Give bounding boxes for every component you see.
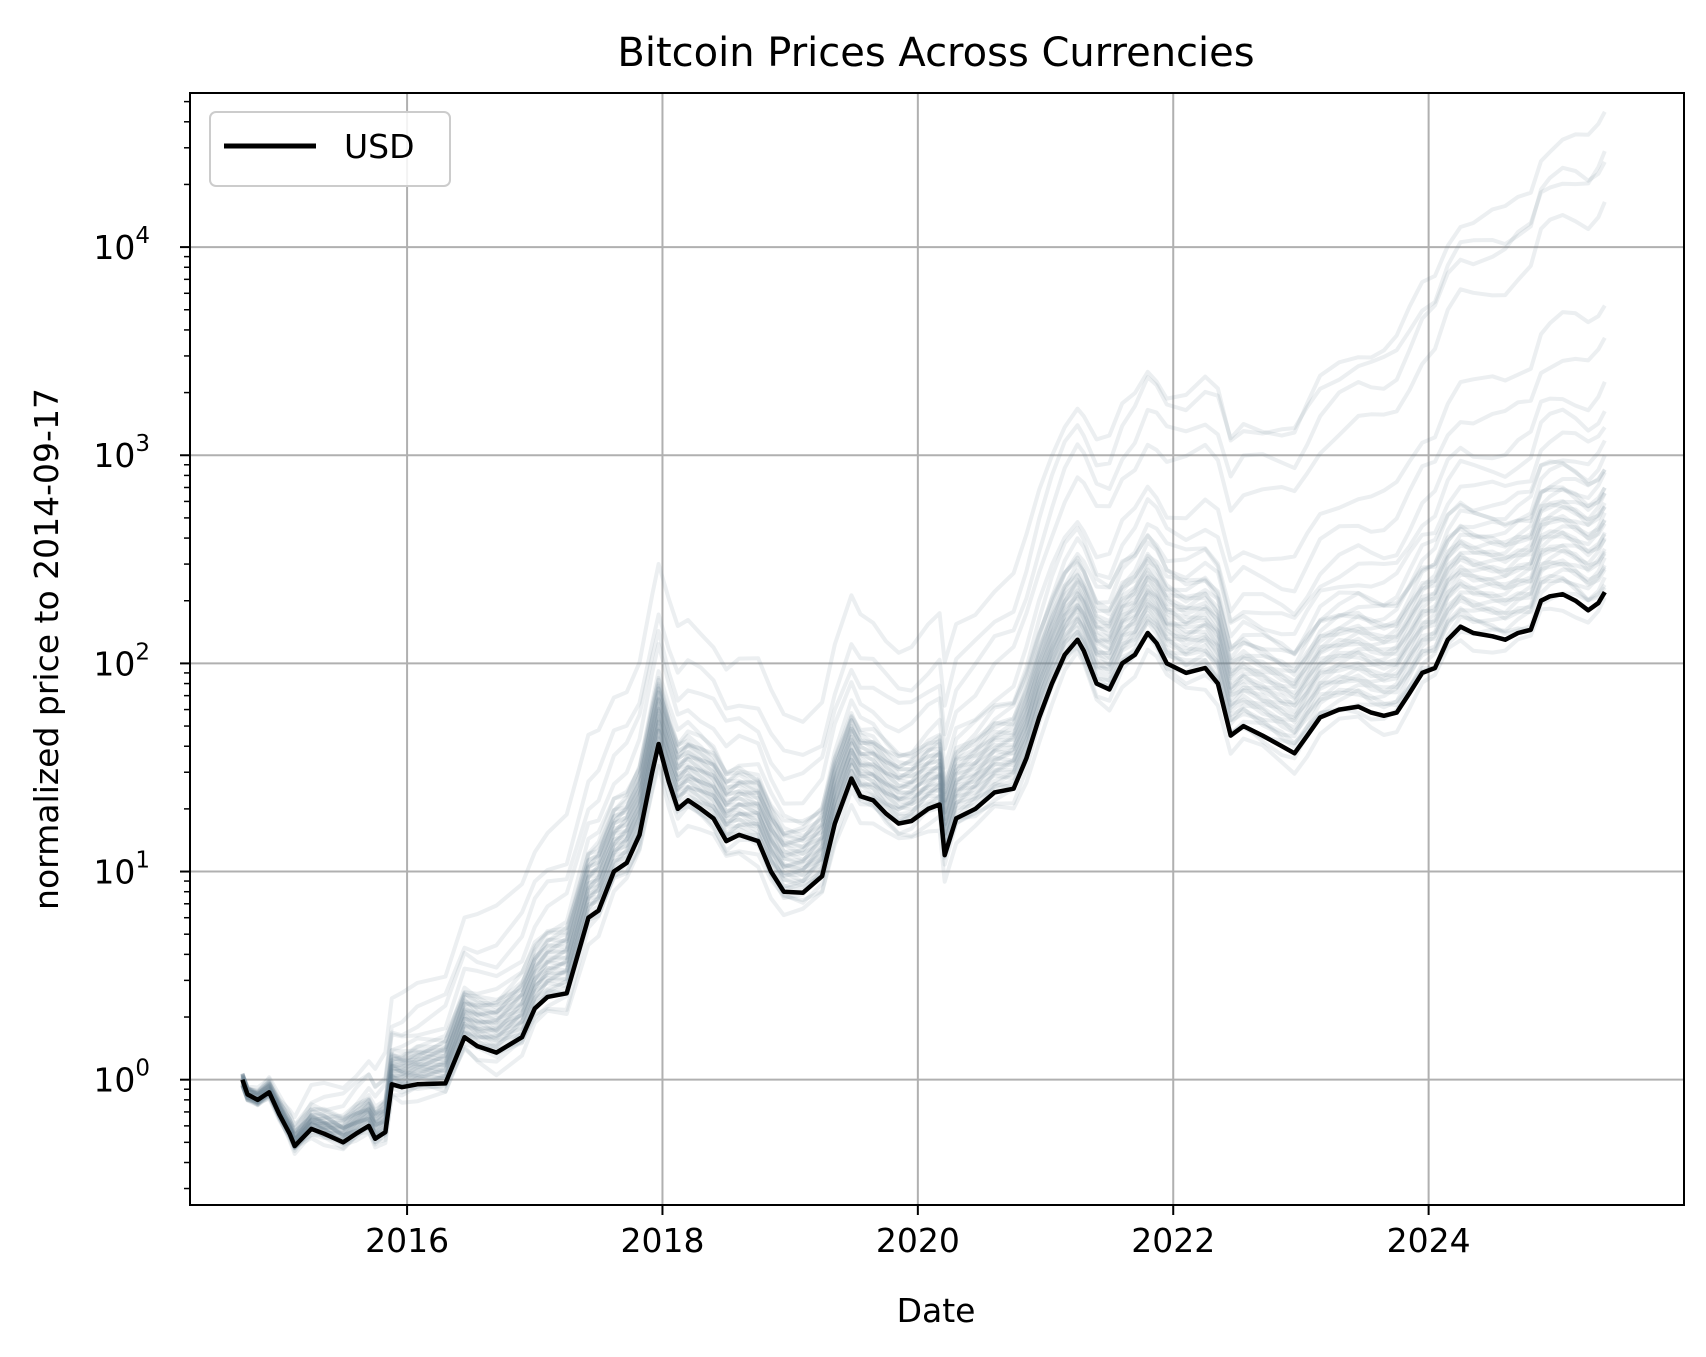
legend: USD xyxy=(209,111,451,187)
y-tick-label: 103 xyxy=(93,431,150,475)
y-tick-label: 102 xyxy=(93,639,150,683)
legend-usd-label: USD xyxy=(344,127,415,166)
currency-line xyxy=(240,537,1607,1143)
grid-lines xyxy=(190,93,1684,1205)
x-tick-label: 2024 xyxy=(1387,1221,1471,1260)
chart-title: Bitcoin Prices Across Currencies xyxy=(617,30,1254,76)
currency-line xyxy=(240,381,1607,1134)
currency-line xyxy=(240,548,1607,1150)
currency-line xyxy=(240,532,1607,1151)
currency-line xyxy=(240,499,1607,1138)
currency-line xyxy=(240,468,1607,1147)
currency-line xyxy=(240,505,1607,1148)
currency-line xyxy=(240,201,1607,1127)
currency-line xyxy=(240,518,1607,1145)
currency-line xyxy=(240,492,1607,1138)
currency-line xyxy=(240,150,1607,1128)
currency-line xyxy=(240,514,1607,1142)
currency-line xyxy=(240,336,1607,1143)
currency-line xyxy=(240,486,1607,1144)
usd-series xyxy=(240,590,1607,1149)
currency-line xyxy=(240,407,1607,1135)
x-tick-label: 2018 xyxy=(620,1221,704,1260)
currency-line xyxy=(240,511,1607,1140)
y-tick-label: 104 xyxy=(93,223,150,267)
currency-line xyxy=(240,501,1607,1146)
currency-line xyxy=(240,547,1607,1150)
legend-box xyxy=(209,111,451,187)
x-axis-label: Date xyxy=(897,1291,976,1330)
y-axis-label: normalized price to 2014-09-17 xyxy=(27,388,66,910)
x-axis: 2016 2018 2020 2022 2024 xyxy=(365,1205,1471,1260)
currency-line xyxy=(240,529,1607,1143)
currency-line xyxy=(240,439,1607,1142)
y-axis: 100 101 102 103 104 xyxy=(93,100,190,1190)
x-tick-label: 2022 xyxy=(1131,1221,1215,1260)
currency-line xyxy=(240,556,1607,1146)
currency-line xyxy=(240,454,1607,1134)
usd-line xyxy=(240,590,1607,1149)
y-tick-label: 100 xyxy=(93,1056,150,1100)
currency-line xyxy=(240,486,1607,1147)
x-tick-label: 2016 xyxy=(365,1221,449,1260)
currency-line xyxy=(240,304,1607,1140)
currency-line xyxy=(240,160,1607,1120)
currency-line xyxy=(240,530,1607,1146)
currency-line xyxy=(240,519,1607,1150)
currency-line xyxy=(240,596,1607,1152)
x-tick-label: 2020 xyxy=(876,1221,960,1260)
plot-frame xyxy=(189,92,1685,1206)
currency-line xyxy=(240,485,1607,1137)
currency-line xyxy=(240,426,1607,1144)
currency-line xyxy=(240,471,1607,1140)
y-tick-label: 101 xyxy=(93,848,150,892)
currency-line xyxy=(240,110,1607,1132)
currency-line xyxy=(240,461,1607,1139)
